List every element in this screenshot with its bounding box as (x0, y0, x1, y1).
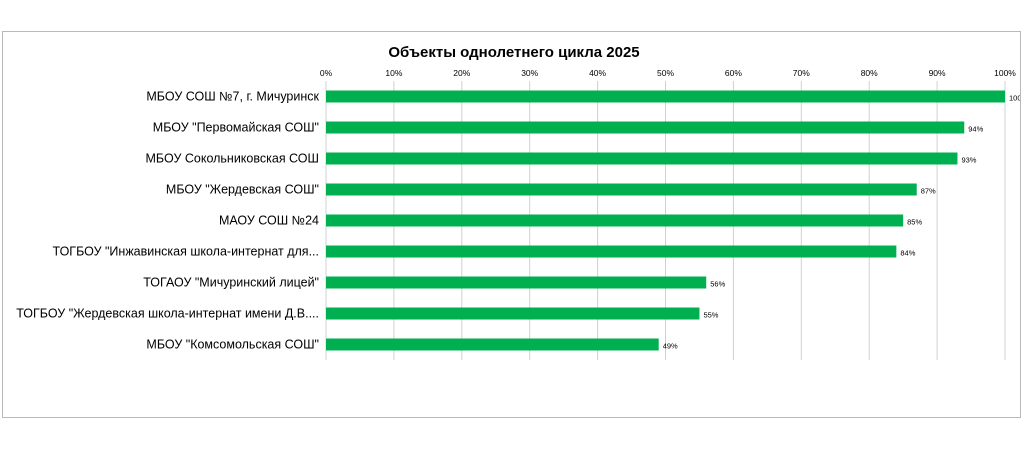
bar (326, 276, 707, 289)
bar (326, 214, 904, 227)
chart-title: Объекты однолетнего цикла 2025 (388, 44, 639, 61)
x-tick-label: 50% (657, 68, 674, 78)
bar (326, 90, 1005, 103)
category-label: МБОУ СОШ №7, г. Мичуринск (146, 90, 319, 104)
category-label: МБОУ Сокольниковская СОШ (146, 152, 319, 166)
bar-chart: Объекты однолетнего цикла 2025 0% 10% 20% 3… (16, 44, 1020, 360)
data-label: 49% (663, 342, 678, 351)
data-label: 94% (968, 125, 983, 134)
bar (326, 152, 958, 165)
data-label: 84% (900, 249, 915, 258)
data-label: 87% (921, 187, 936, 196)
x-tick-label: 0% (320, 68, 333, 78)
bar (326, 245, 897, 258)
x-tick-label: 80% (861, 68, 878, 78)
data-label: 100% (1009, 94, 1020, 103)
category-label: МБОУ "Жердевская СОШ" (166, 183, 319, 197)
x-tick-label: 70% (793, 68, 810, 78)
category-label: ТОГАОУ "Мичуринский лицей" (143, 276, 319, 290)
x-tick-label: 10% (385, 68, 402, 78)
x-tick-label: 60% (725, 68, 742, 78)
chart-area: Объекты однолетнего цикла 2025 0% 10% 20% 3… (2, 31, 1021, 418)
data-label: 85% (907, 218, 922, 227)
category-label: МБОУ "Комсомольская СОШ" (146, 338, 319, 352)
category-label: ТОГБОУ "Инжавинская школа-интернат для..… (53, 245, 320, 259)
bar (326, 183, 917, 196)
bar (326, 307, 700, 320)
category-label: МБОУ "Первомайская СОШ" (153, 121, 319, 135)
category-label: МАОУ СОШ №24 (219, 214, 319, 228)
x-tick-label: 20% (453, 68, 470, 78)
x-tick-label: 90% (929, 68, 946, 78)
x-tick-label: 30% (521, 68, 538, 78)
bar (326, 121, 965, 134)
data-label: 55% (703, 311, 718, 320)
x-tick-label: 100% (994, 68, 1016, 78)
data-label: 56% (710, 280, 725, 289)
x-tick-label: 40% (589, 68, 606, 78)
category-label: ТОГБОУ "Жердевская школа-интернат имени … (16, 307, 319, 321)
bar (326, 338, 659, 351)
data-label: 93% (961, 156, 976, 165)
